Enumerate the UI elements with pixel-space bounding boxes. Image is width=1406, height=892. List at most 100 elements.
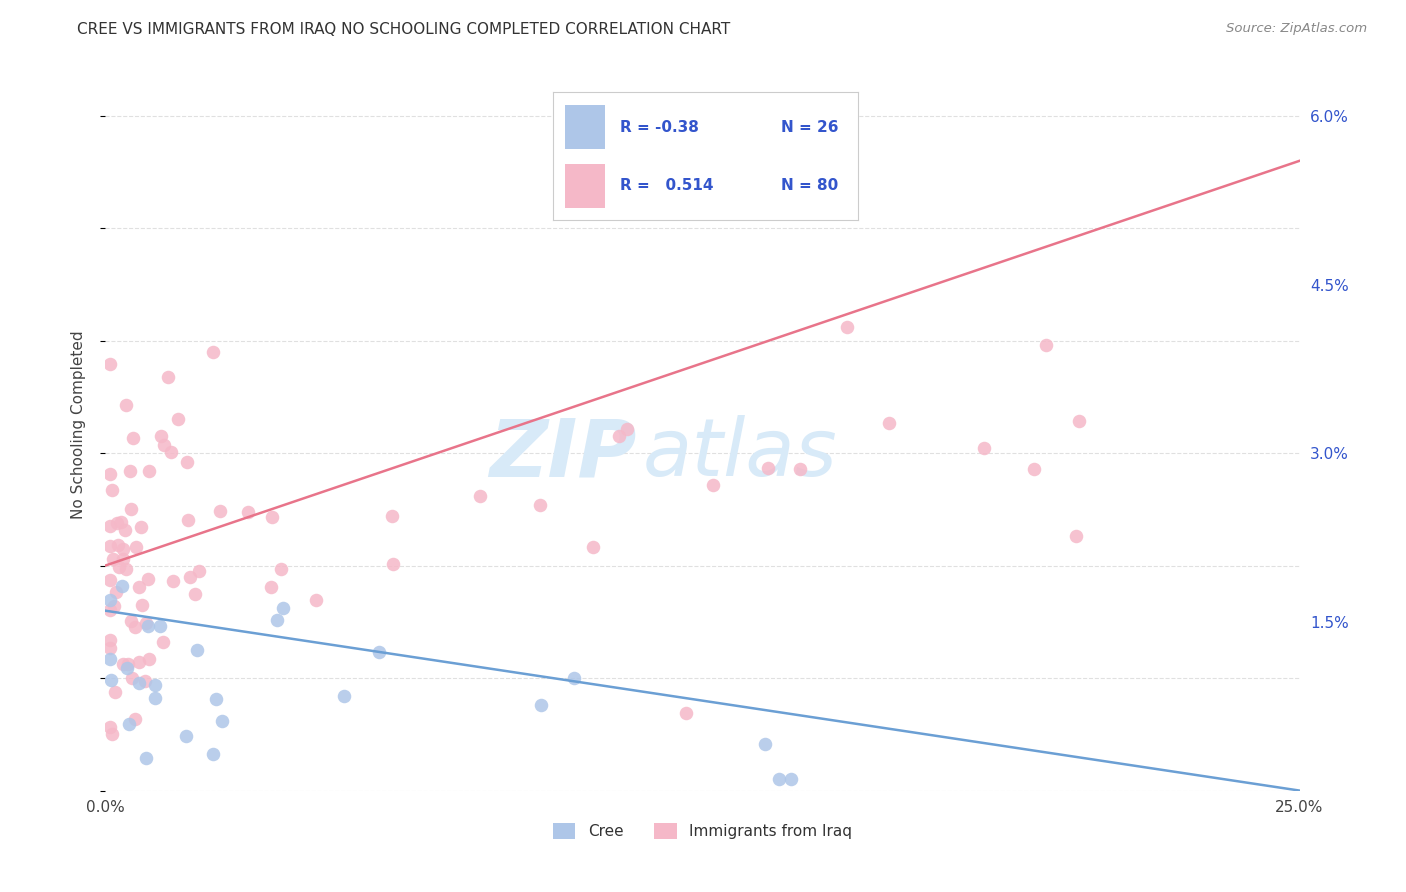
Point: [205, 692, 228, 706]
Point: [779, 772, 801, 787]
Point: [98, 641, 121, 656]
Point: [188, 564, 211, 578]
Point: [271, 601, 294, 615]
Point: [138, 464, 160, 478]
Point: [115, 562, 138, 576]
Point: [98, 720, 121, 734]
Point: [98, 592, 121, 607]
Point: [120, 501, 142, 516]
Point: [122, 431, 145, 445]
Point: [176, 729, 198, 743]
Point: [100, 673, 122, 688]
Point: [111, 552, 134, 566]
Point: [107, 560, 129, 574]
Point: [104, 684, 127, 698]
Point: [789, 461, 811, 475]
Point: [262, 510, 284, 524]
Point: [114, 523, 136, 537]
Point: [973, 442, 995, 456]
Point: [153, 438, 176, 452]
Point: [110, 515, 132, 529]
Point: [107, 516, 129, 530]
Point: [135, 751, 157, 765]
Point: [304, 593, 326, 607]
Legend: Cree, Immigrants from Iraq: Cree, Immigrants from Iraq: [547, 817, 858, 845]
Point: [202, 345, 225, 359]
Point: [105, 584, 128, 599]
Point: [260, 580, 283, 594]
Point: [211, 714, 233, 728]
Point: [100, 727, 122, 741]
Point: [607, 428, 630, 442]
Point: [120, 615, 142, 629]
Point: [160, 445, 183, 459]
Point: [184, 587, 207, 601]
Point: [118, 464, 141, 478]
Point: [128, 676, 150, 690]
Point: [381, 508, 404, 523]
Point: [134, 674, 156, 689]
Point: [266, 613, 288, 627]
Point: [136, 619, 159, 633]
Point: [107, 538, 129, 552]
Point: [124, 619, 146, 633]
Point: [1067, 414, 1090, 428]
Point: [131, 599, 153, 613]
Y-axis label: No Schooling Completed: No Schooling Completed: [72, 331, 86, 519]
Point: [128, 580, 150, 594]
Point: [176, 455, 198, 469]
Point: [381, 558, 404, 572]
Point: [562, 671, 585, 685]
Point: [1064, 529, 1087, 543]
Point: [112, 542, 135, 557]
Point: [143, 690, 166, 705]
Point: [117, 657, 139, 672]
Point: [143, 678, 166, 692]
Point: [98, 467, 121, 481]
Point: [121, 671, 143, 685]
Point: [124, 712, 146, 726]
Point: [754, 737, 776, 751]
Point: [129, 520, 152, 534]
Text: Source: ZipAtlas.com: Source: ZipAtlas.com: [1226, 22, 1367, 36]
Point: [152, 634, 174, 648]
Point: [236, 505, 259, 519]
Point: [837, 320, 859, 334]
Point: [209, 504, 232, 518]
Point: [98, 357, 121, 371]
Point: [332, 689, 354, 703]
Point: [103, 599, 125, 614]
Point: [616, 422, 638, 436]
Point: [149, 428, 172, 442]
Point: [136, 572, 159, 586]
Point: [756, 461, 779, 475]
Point: [138, 652, 160, 666]
Point: [118, 716, 141, 731]
Point: [128, 655, 150, 669]
Point: [270, 562, 292, 576]
Point: [98, 652, 121, 666]
Point: [162, 574, 184, 588]
Point: [125, 540, 148, 554]
Point: [186, 643, 208, 657]
Point: [877, 416, 900, 430]
Text: CREE VS IMMIGRANTS FROM IRAQ NO SCHOOLING COMPLETED CORRELATION CHART: CREE VS IMMIGRANTS FROM IRAQ NO SCHOOLIN…: [77, 22, 731, 37]
Point: [1035, 338, 1057, 352]
Text: atlas: atlas: [643, 416, 838, 493]
Point: [166, 411, 188, 425]
Point: [98, 573, 121, 587]
Point: [1024, 462, 1046, 476]
Point: [101, 552, 124, 566]
Point: [202, 747, 225, 762]
Point: [98, 539, 121, 553]
Point: [367, 645, 389, 659]
Point: [149, 619, 172, 633]
Point: [117, 661, 139, 675]
Point: [111, 579, 134, 593]
Point: [101, 483, 124, 497]
Point: [114, 399, 136, 413]
Point: [179, 570, 201, 584]
Point: [98, 603, 121, 617]
Point: [111, 657, 134, 672]
Point: [177, 513, 200, 527]
